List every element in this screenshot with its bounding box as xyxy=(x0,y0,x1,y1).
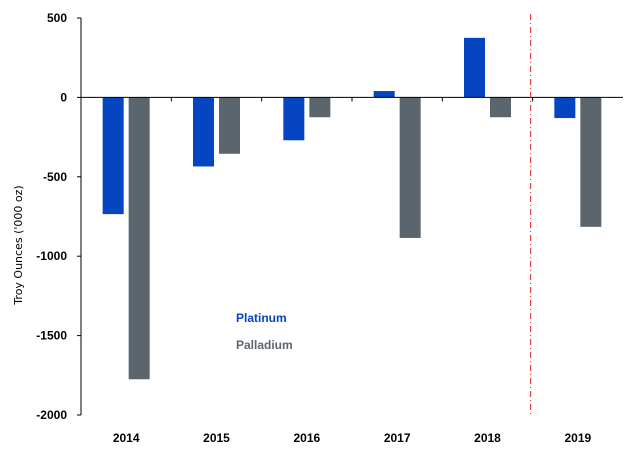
y-axis: 500 0 -500 -1000 -1500 -2000 xyxy=(36,11,82,422)
bar-platinum-2015 xyxy=(193,97,214,167)
legend-item-palladium: Palladium xyxy=(236,338,293,352)
y-tick-label: -500 xyxy=(43,170,67,184)
y-tick-label: 500 xyxy=(47,11,67,25)
y-tick-label: -1500 xyxy=(36,329,67,343)
legend-item-platinum: Platinum xyxy=(236,311,287,325)
y-tick-label: -2000 xyxy=(36,408,67,422)
y-tick-label: 0 xyxy=(60,90,67,104)
bar-palladium-2019 xyxy=(580,97,602,227)
x-tick-label: 2018 xyxy=(474,431,501,445)
bar-palladium-2017 xyxy=(399,97,421,238)
x-tick-label: 2016 xyxy=(293,431,320,445)
bar-platinum-2019 xyxy=(554,97,576,119)
y-tick-label: -1000 xyxy=(36,249,67,263)
bar-platinum-2016 xyxy=(283,97,305,141)
bar-palladium-2014 xyxy=(128,97,150,380)
bar-palladium-2016 xyxy=(309,97,331,118)
x-tick-label: 2017 xyxy=(384,431,411,445)
legend: Platinum Palladium xyxy=(236,311,293,352)
x-tick-label: 2019 xyxy=(564,431,591,445)
x-tick-label: 2014 xyxy=(113,431,140,445)
bar-platinum-2017 xyxy=(373,91,395,98)
bar-palladium-2015 xyxy=(219,97,240,154)
bar-platinum-2014 xyxy=(102,97,124,215)
bar-platinum-2018 xyxy=(464,37,485,98)
bar-palladium-2018 xyxy=(490,97,511,118)
x-tick-label: 2015 xyxy=(203,431,230,445)
x-axis: 2014 2015 2016 2017 2018 2019 xyxy=(81,96,623,445)
bars xyxy=(102,37,602,380)
y-axis-label: Troy Ounces ('000 oz) xyxy=(12,185,25,305)
